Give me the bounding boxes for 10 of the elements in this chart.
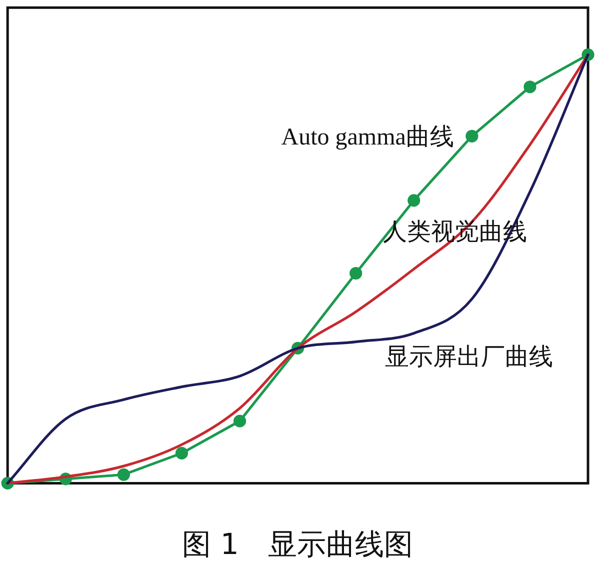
series-label: Auto gamma曲线	[281, 124, 454, 150]
text: 图 1 显示曲线图	[182, 527, 413, 562]
point	[466, 130, 478, 142]
point	[175, 446, 188, 460]
point	[408, 194, 420, 207]
point	[233, 414, 246, 428]
series-label: 显示屏出厂曲线	[384, 344, 553, 371]
point	[117, 468, 130, 481]
point	[350, 266, 362, 280]
point	[524, 80, 536, 94]
